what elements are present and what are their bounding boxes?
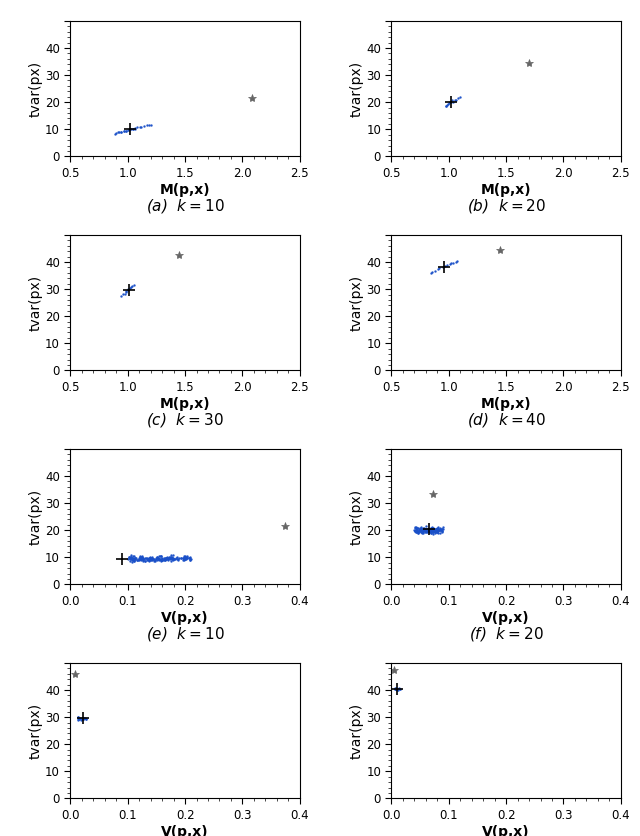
Text: (b)  $k = 20$: (b) $k = 20$ (467, 197, 546, 215)
Text: (e)  $k = 10$: (e) $k = 10$ (146, 625, 225, 643)
Y-axis label: tvar(px): tvar(px) (28, 702, 42, 759)
Text: (c)  $k = 30$: (c) $k = 30$ (146, 411, 224, 429)
X-axis label: M(p,x): M(p,x) (481, 182, 531, 196)
X-axis label: V(p,x): V(p,x) (483, 824, 530, 836)
X-axis label: M(p,x): M(p,x) (160, 182, 211, 196)
Y-axis label: tvar(px): tvar(px) (349, 702, 364, 759)
X-axis label: V(p,x): V(p,x) (161, 824, 209, 836)
Y-axis label: tvar(px): tvar(px) (28, 60, 42, 117)
Text: (f)  $k = 20$: (f) $k = 20$ (468, 625, 543, 643)
X-axis label: M(p,x): M(p,x) (160, 396, 211, 410)
X-axis label: V(p,x): V(p,x) (483, 610, 530, 624)
Y-axis label: tvar(px): tvar(px) (349, 274, 364, 331)
X-axis label: V(p,x): V(p,x) (161, 610, 209, 624)
Y-axis label: tvar(px): tvar(px) (349, 488, 364, 545)
Y-axis label: tvar(px): tvar(px) (28, 274, 42, 331)
Y-axis label: tvar(px): tvar(px) (28, 488, 42, 545)
Y-axis label: tvar(px): tvar(px) (349, 60, 364, 117)
Text: (a)  $k = 10$: (a) $k = 10$ (146, 197, 225, 215)
Text: (d)  $k = 40$: (d) $k = 40$ (467, 411, 546, 429)
X-axis label: M(p,x): M(p,x) (481, 396, 531, 410)
